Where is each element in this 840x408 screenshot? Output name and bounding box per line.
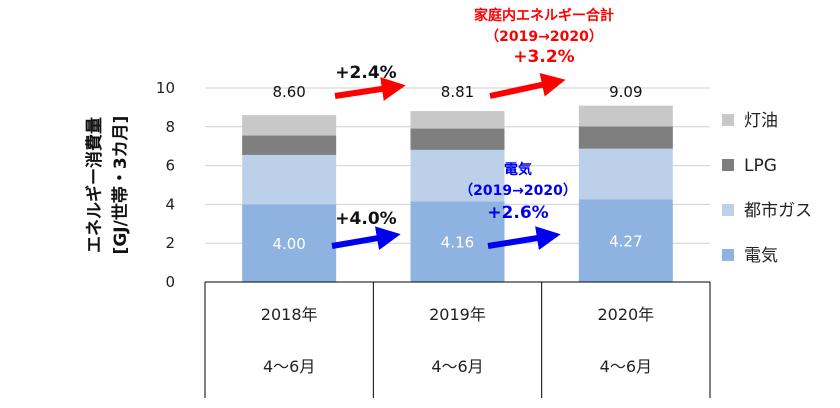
electricity-change-annotations: +4.0% 電気 （2019→2020） +2.6%: [331, 161, 577, 251]
bar-total-label: 9.09: [609, 83, 642, 101]
bar-value-label: 4.00: [272, 235, 305, 253]
elec-arrow-2019-2020: [487, 226, 561, 250]
bar-segment: [242, 154, 337, 205]
y-tick-label: 10: [156, 79, 175, 97]
legend-label: 灯油: [744, 111, 778, 131]
elec-arrow-2018-2019: [331, 226, 401, 251]
y-axis-label-line: [GJ/世帯・3カ月]: [110, 116, 131, 255]
bar-segment: [578, 105, 673, 127]
y-tick-label: 2: [165, 234, 175, 252]
elec-change-2018-2019: +4.0%: [335, 209, 396, 229]
legend-swatch: [722, 159, 734, 171]
category-period-label: 4〜6月: [431, 357, 483, 376]
y-tick-label: 0: [165, 273, 175, 291]
stacked-bars: 4.00 8.60 4.16 8.81 4.27 9.09: [242, 83, 673, 282]
bar-total-label: 8.60: [272, 83, 305, 101]
legend-label: 電気: [744, 246, 778, 266]
bar-value-label: 4.27: [609, 233, 642, 251]
legend-label: 都市ガス: [744, 201, 812, 221]
bar-segment: [242, 204, 337, 282]
total-annotation-change: +3.2%: [513, 47, 574, 67]
legend-swatch: [722, 204, 734, 216]
bar-segment: [410, 201, 505, 282]
y-tick-label: 8: [165, 118, 175, 136]
bar-segment: [242, 115, 337, 136]
bar-segment: [242, 135, 337, 155]
legend-label: LPG: [744, 156, 777, 176]
category-year-label: 2019年: [429, 305, 486, 324]
bar-segment: [410, 111, 505, 129]
y-axis-label-line: エネルギー消費量: [84, 117, 105, 253]
y-axis-label: エネルギー消費量 [GJ/世帯・3カ月]: [84, 116, 131, 255]
total-arrow-2019-2020: [489, 73, 566, 99]
bar-segment: [578, 199, 673, 282]
y-tick-label: 4: [165, 195, 175, 213]
total-arrow-2018-2019: [334, 77, 406, 101]
total-annotation-title: 家庭内エネルギー合計: [474, 7, 614, 24]
elec-annotation-title: 電気: [504, 161, 532, 178]
elec-annotation-period: （2019→2020）: [459, 183, 577, 199]
bar-value-label: 4.16: [441, 234, 474, 252]
category-year-label: 2020年: [597, 305, 654, 324]
bar-segment: [578, 148, 673, 200]
category-axis: 2018年 4〜6月 2019年 4〜6月 2020年 4〜6月: [204, 281, 711, 398]
total-annotation-period: （2019→2020）: [485, 29, 603, 45]
bar-segment: [410, 128, 505, 150]
bar-segment: [578, 126, 673, 149]
category-year-label: 2018年: [261, 305, 318, 324]
total-change-2018-2019: +2.4%: [335, 63, 396, 83]
bar-total-label: 8.81: [441, 83, 474, 101]
legend-swatch: [722, 249, 734, 261]
elec-annotation-change: +2.6%: [487, 203, 548, 223]
bar-segment: [410, 149, 505, 202]
legend-swatch: [722, 114, 734, 126]
category-period-label: 4〜6月: [263, 357, 315, 376]
category-period-label: 4〜6月: [600, 357, 652, 376]
y-tick-label: 6: [165, 157, 175, 175]
total-change-annotations: +2.4% 家庭内エネルギー合計 （2019→2020） +3.2%: [334, 7, 614, 101]
